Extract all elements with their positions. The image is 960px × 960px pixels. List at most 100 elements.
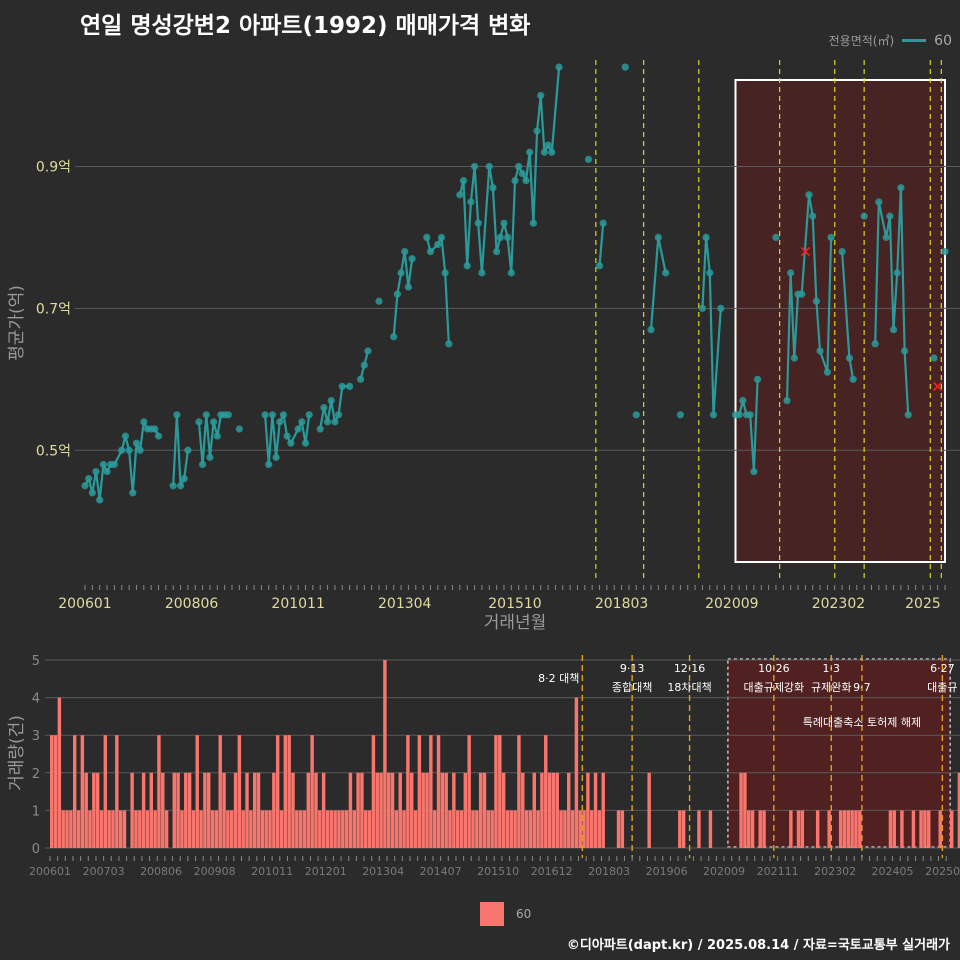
volume-bar [199, 810, 203, 848]
volume-bar [432, 810, 437, 848]
price-data-point [199, 460, 207, 469]
price-data-point [81, 482, 89, 490]
price-data-point [493, 247, 501, 256]
volume-bar [195, 735, 199, 848]
volume-bar [402, 810, 406, 848]
volume-bar [291, 772, 295, 848]
volume-bar [854, 810, 858, 848]
price-data-point [121, 432, 130, 440]
bottom-x-tick-label: 202111 [757, 865, 799, 878]
bottom-x-tick-label: 202302 [814, 865, 856, 878]
volume-bar [76, 810, 81, 848]
price-data-point [489, 184, 497, 192]
price-data-point [790, 354, 798, 362]
price-data-point [235, 425, 243, 433]
footer-credit: ©디아파트(dapt.kr) / 2025.08.14 / 자료=국토교통부 실… [566, 938, 950, 953]
chart-title: 연일 명성강변2 아파트(1992) 매매가격 변화 [80, 13, 531, 39]
price-data-point [717, 304, 725, 312]
price-data-point [169, 482, 177, 490]
volume-bar [356, 772, 360, 848]
price-data-point [798, 290, 806, 298]
volume-bar [590, 810, 594, 848]
price-data-point [849, 375, 857, 383]
volume-bar [237, 735, 242, 848]
price-data-point [294, 425, 302, 433]
volume-bar [482, 772, 487, 848]
volume-bar [57, 697, 62, 848]
volume-bar [743, 772, 747, 848]
volume-bar [164, 810, 169, 848]
volume-bar [245, 772, 249, 848]
price-data-point [456, 191, 464, 199]
volume-bar [138, 810, 142, 848]
volume-bar [329, 810, 334, 848]
price-data-point [136, 446, 144, 454]
price-data-point [316, 425, 324, 433]
volume-bar [367, 810, 372, 848]
price-data-point [753, 375, 762, 383]
price-data-point [334, 411, 343, 419]
bottom-y-tick-label: 0 [32, 842, 40, 857]
volume-bar [161, 772, 165, 848]
price-data-point [441, 269, 449, 277]
price-data-point [397, 269, 405, 277]
volume-bar [758, 810, 762, 848]
top-x-tick-label: 2025 [905, 596, 941, 612]
volume-bar [528, 810, 533, 848]
policy-label-line2: 대출규 [927, 681, 957, 694]
volume-bar [429, 735, 433, 848]
price-data-point [500, 219, 508, 227]
bottom-y-tick-label: 4 [32, 692, 40, 707]
volume-bar [505, 810, 510, 848]
volume-bar [498, 735, 502, 848]
volume-bar [490, 810, 494, 848]
price-data-point [941, 247, 949, 256]
volume-bar [463, 772, 468, 848]
price-data-point [426, 247, 435, 256]
top-x-tick-label: 200601 [58, 596, 111, 612]
price-data-point [515, 162, 523, 171]
price-data-point [408, 255, 416, 263]
price-data-point [816, 347, 824, 355]
volume-bar [938, 810, 942, 848]
volume-bar [578, 810, 582, 848]
volume-bar [61, 810, 65, 848]
policy-label-line2: 대출규제강화 [743, 681, 804, 694]
price-data-point [702, 233, 710, 241]
policy-label-line1: 10·26 [758, 662, 790, 675]
policy-label-line1: 9·13 [620, 662, 645, 675]
volume-bar [203, 772, 207, 848]
price-data-point [338, 382, 346, 391]
price-data-point [526, 148, 534, 156]
price-data-point [176, 482, 185, 490]
volume-bar [187, 772, 192, 848]
volume-bar [509, 810, 514, 848]
bottom-x-tick-label: 200601 [29, 865, 71, 878]
price-data-point [92, 467, 100, 476]
legend-item-label: 60 [934, 32, 952, 49]
volume-bar [486, 810, 491, 848]
volume-bar [563, 810, 567, 848]
volume-bar [252, 772, 257, 848]
price-data-point [478, 269, 486, 277]
volume-bar [325, 810, 330, 848]
bottom-y-tick-label: 1 [32, 804, 40, 819]
volume-bar [172, 772, 176, 848]
volume-bar [911, 810, 916, 848]
price-data-point [96, 496, 104, 504]
bottom-x-tick-label: 201011 [251, 865, 293, 878]
volume-bar [436, 735, 441, 848]
price-data-point [548, 148, 556, 156]
volume-bar [218, 735, 222, 848]
price-data-point [305, 411, 313, 419]
volume-bar [410, 772, 414, 848]
volume-bar [145, 810, 150, 848]
price-data-point [287, 439, 295, 447]
volume-bar [115, 735, 119, 848]
volume-bar [574, 697, 579, 848]
volume-bar [858, 810, 862, 848]
volume-bar [157, 735, 161, 848]
volume-bar [306, 772, 311, 848]
volume-bar [521, 772, 525, 848]
bottom-x-tick-label: 200908 [194, 865, 236, 878]
